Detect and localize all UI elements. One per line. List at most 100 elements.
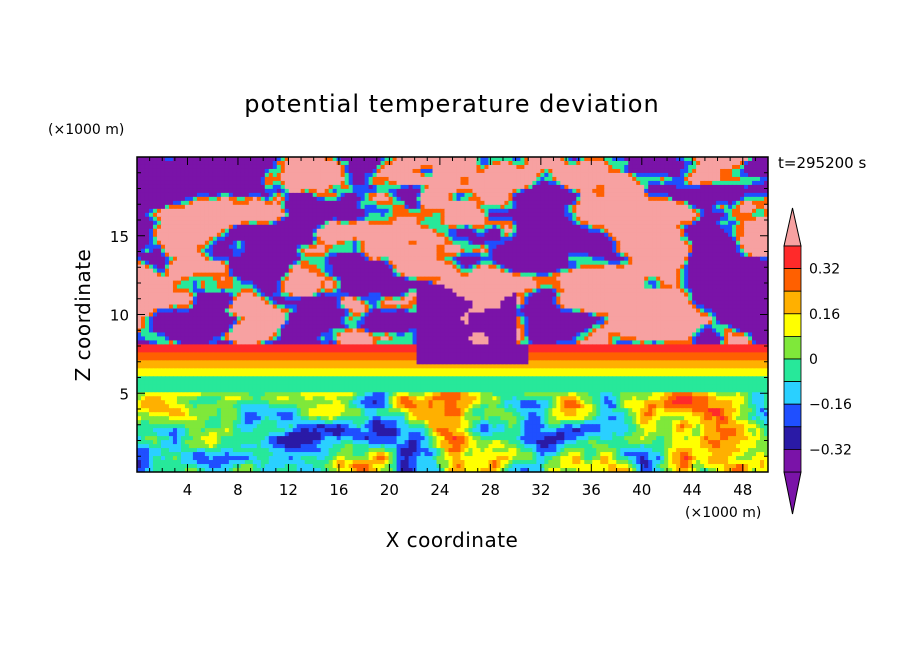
field-cell xyxy=(280,252,286,258)
field-cell xyxy=(712,264,717,270)
field-cell xyxy=(656,256,661,262)
field-cell xyxy=(676,172,681,178)
field-cell xyxy=(172,268,178,274)
field-cell xyxy=(228,160,234,166)
field-cell xyxy=(736,216,741,222)
field-cell xyxy=(224,168,230,174)
field-cell xyxy=(660,236,665,242)
field-cell xyxy=(284,212,290,218)
field-cell xyxy=(424,180,430,186)
field-cell xyxy=(580,260,585,266)
field-cell xyxy=(520,252,525,258)
field-cell xyxy=(216,260,222,266)
field-cell xyxy=(408,180,414,186)
field-cell xyxy=(648,220,653,226)
field-cell xyxy=(196,208,202,214)
field-cell xyxy=(432,200,438,206)
field-cell xyxy=(512,176,517,182)
field-cell xyxy=(508,240,513,246)
field-cell xyxy=(620,188,625,194)
field-cell xyxy=(140,184,146,190)
field-cell xyxy=(236,196,242,202)
field-cell xyxy=(328,240,334,246)
field-cell xyxy=(584,196,589,202)
field-cell xyxy=(372,212,378,218)
field-cell xyxy=(284,244,290,250)
field-cell xyxy=(560,252,565,258)
field-cell xyxy=(244,236,250,242)
field-cell xyxy=(272,232,278,238)
field-cell xyxy=(256,252,262,258)
field-cell xyxy=(416,184,422,190)
field-cell xyxy=(748,188,753,194)
field-cell xyxy=(216,200,222,206)
field-cell xyxy=(532,260,537,266)
field-cell xyxy=(604,180,609,186)
field-cell xyxy=(436,176,442,182)
field-cell xyxy=(700,228,705,234)
field-cell xyxy=(256,172,262,178)
field-cell xyxy=(268,260,274,266)
field-cell xyxy=(668,252,673,258)
field-cell xyxy=(628,276,633,282)
field-cell xyxy=(212,268,218,274)
field-cell xyxy=(752,160,757,166)
field-cell xyxy=(556,228,561,234)
field-cell xyxy=(168,157,174,162)
field-cell xyxy=(544,172,549,178)
field-cell xyxy=(144,256,150,262)
field-cell xyxy=(764,220,768,226)
field-cell xyxy=(508,268,513,274)
field-cell xyxy=(556,208,561,214)
field-cell xyxy=(152,244,158,250)
field-cell xyxy=(584,216,589,222)
field-cell xyxy=(336,224,342,230)
field-cell xyxy=(544,268,549,274)
field-cell xyxy=(364,172,370,178)
field-cell xyxy=(244,256,250,262)
field-cell xyxy=(520,244,525,250)
field-cell xyxy=(348,224,354,230)
field-cell xyxy=(428,188,434,194)
field-cell xyxy=(272,224,278,230)
field-cell xyxy=(340,248,346,254)
field-cell xyxy=(376,188,382,194)
field-cell xyxy=(736,204,741,210)
field-cell xyxy=(684,240,689,246)
field-cell xyxy=(764,268,768,274)
field-cell xyxy=(504,244,510,250)
field-cell xyxy=(264,180,270,186)
field-cell xyxy=(412,228,418,234)
field-cell xyxy=(664,188,669,194)
field-cell xyxy=(204,204,210,210)
field-cell xyxy=(568,264,573,270)
field-cell xyxy=(468,184,474,190)
field-cell xyxy=(676,220,681,226)
field-cell xyxy=(148,216,154,222)
field-cell xyxy=(380,228,386,234)
field-cell xyxy=(668,188,673,194)
field-cell xyxy=(728,188,733,194)
field-cell xyxy=(384,157,390,162)
field-cell xyxy=(564,176,569,182)
field-cell xyxy=(728,264,733,270)
field-cell xyxy=(544,192,549,198)
field-cell xyxy=(616,180,621,186)
field-cell xyxy=(424,248,430,254)
field-cell xyxy=(512,224,517,230)
field-cell xyxy=(240,180,246,186)
field-cell xyxy=(388,184,394,190)
field-cell xyxy=(732,260,737,266)
field-cell xyxy=(200,188,206,194)
field-cell xyxy=(292,268,298,274)
field-cell xyxy=(620,184,625,190)
field-cell xyxy=(204,260,210,266)
field-cell xyxy=(592,188,597,194)
field-cell xyxy=(572,248,577,254)
field-cell xyxy=(296,200,302,206)
field-cell xyxy=(684,256,689,262)
field-cell xyxy=(564,256,569,262)
field-cell xyxy=(464,224,470,230)
field-cell xyxy=(240,252,246,258)
field-cell xyxy=(204,184,210,190)
